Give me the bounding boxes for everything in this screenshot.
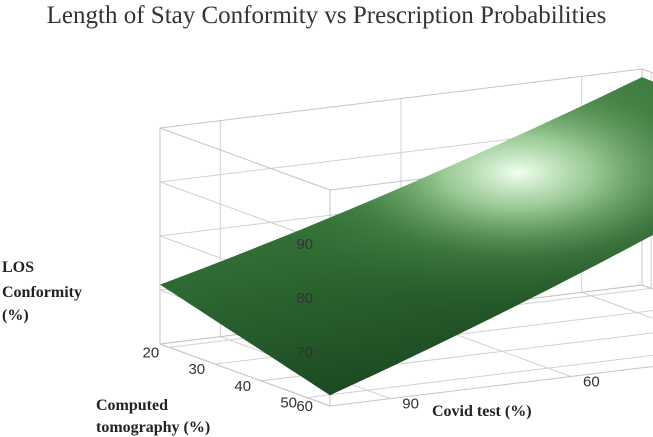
- z-axis-label-line3: (%): [2, 307, 29, 324]
- y-axis-label-line1: Computed: [96, 397, 168, 414]
- y-tick-label: 30: [188, 361, 205, 378]
- x-tick-label: 90: [402, 396, 419, 413]
- z-tick-label: 70: [296, 344, 313, 361]
- z-axis-label-line2: Conformity: [2, 284, 82, 301]
- y-tick-label: 50: [280, 395, 297, 412]
- tick-labels: 6070809020304050306090: [143, 236, 600, 415]
- z-tick-label: 90: [296, 236, 313, 253]
- y-tick-label: 20: [143, 344, 160, 361]
- z-tick-label: 60: [296, 398, 313, 415]
- box-edge: [159, 127, 331, 191]
- grid-line-y: [306, 354, 653, 399]
- box-edge: [159, 343, 331, 407]
- x-tick-label: 60: [583, 374, 600, 391]
- box-edge: [329, 365, 653, 407]
- z-axis-label-line1: LOS: [2, 259, 34, 276]
- surface-highlight: [160, 77, 653, 396]
- box-edge: [159, 68, 643, 129]
- chart-title: Length of Stay Conformity vs Prescriptio…: [46, 2, 607, 29]
- z-tick-label: 80: [296, 290, 313, 307]
- x-axis-label: Covid test (%): [432, 403, 532, 420]
- grid-line-x: [581, 291, 653, 319]
- surface-layer: [160, 77, 653, 396]
- y-axis-label-line2: tomography (%): [96, 419, 210, 436]
- y-tick-label: 40: [234, 378, 251, 395]
